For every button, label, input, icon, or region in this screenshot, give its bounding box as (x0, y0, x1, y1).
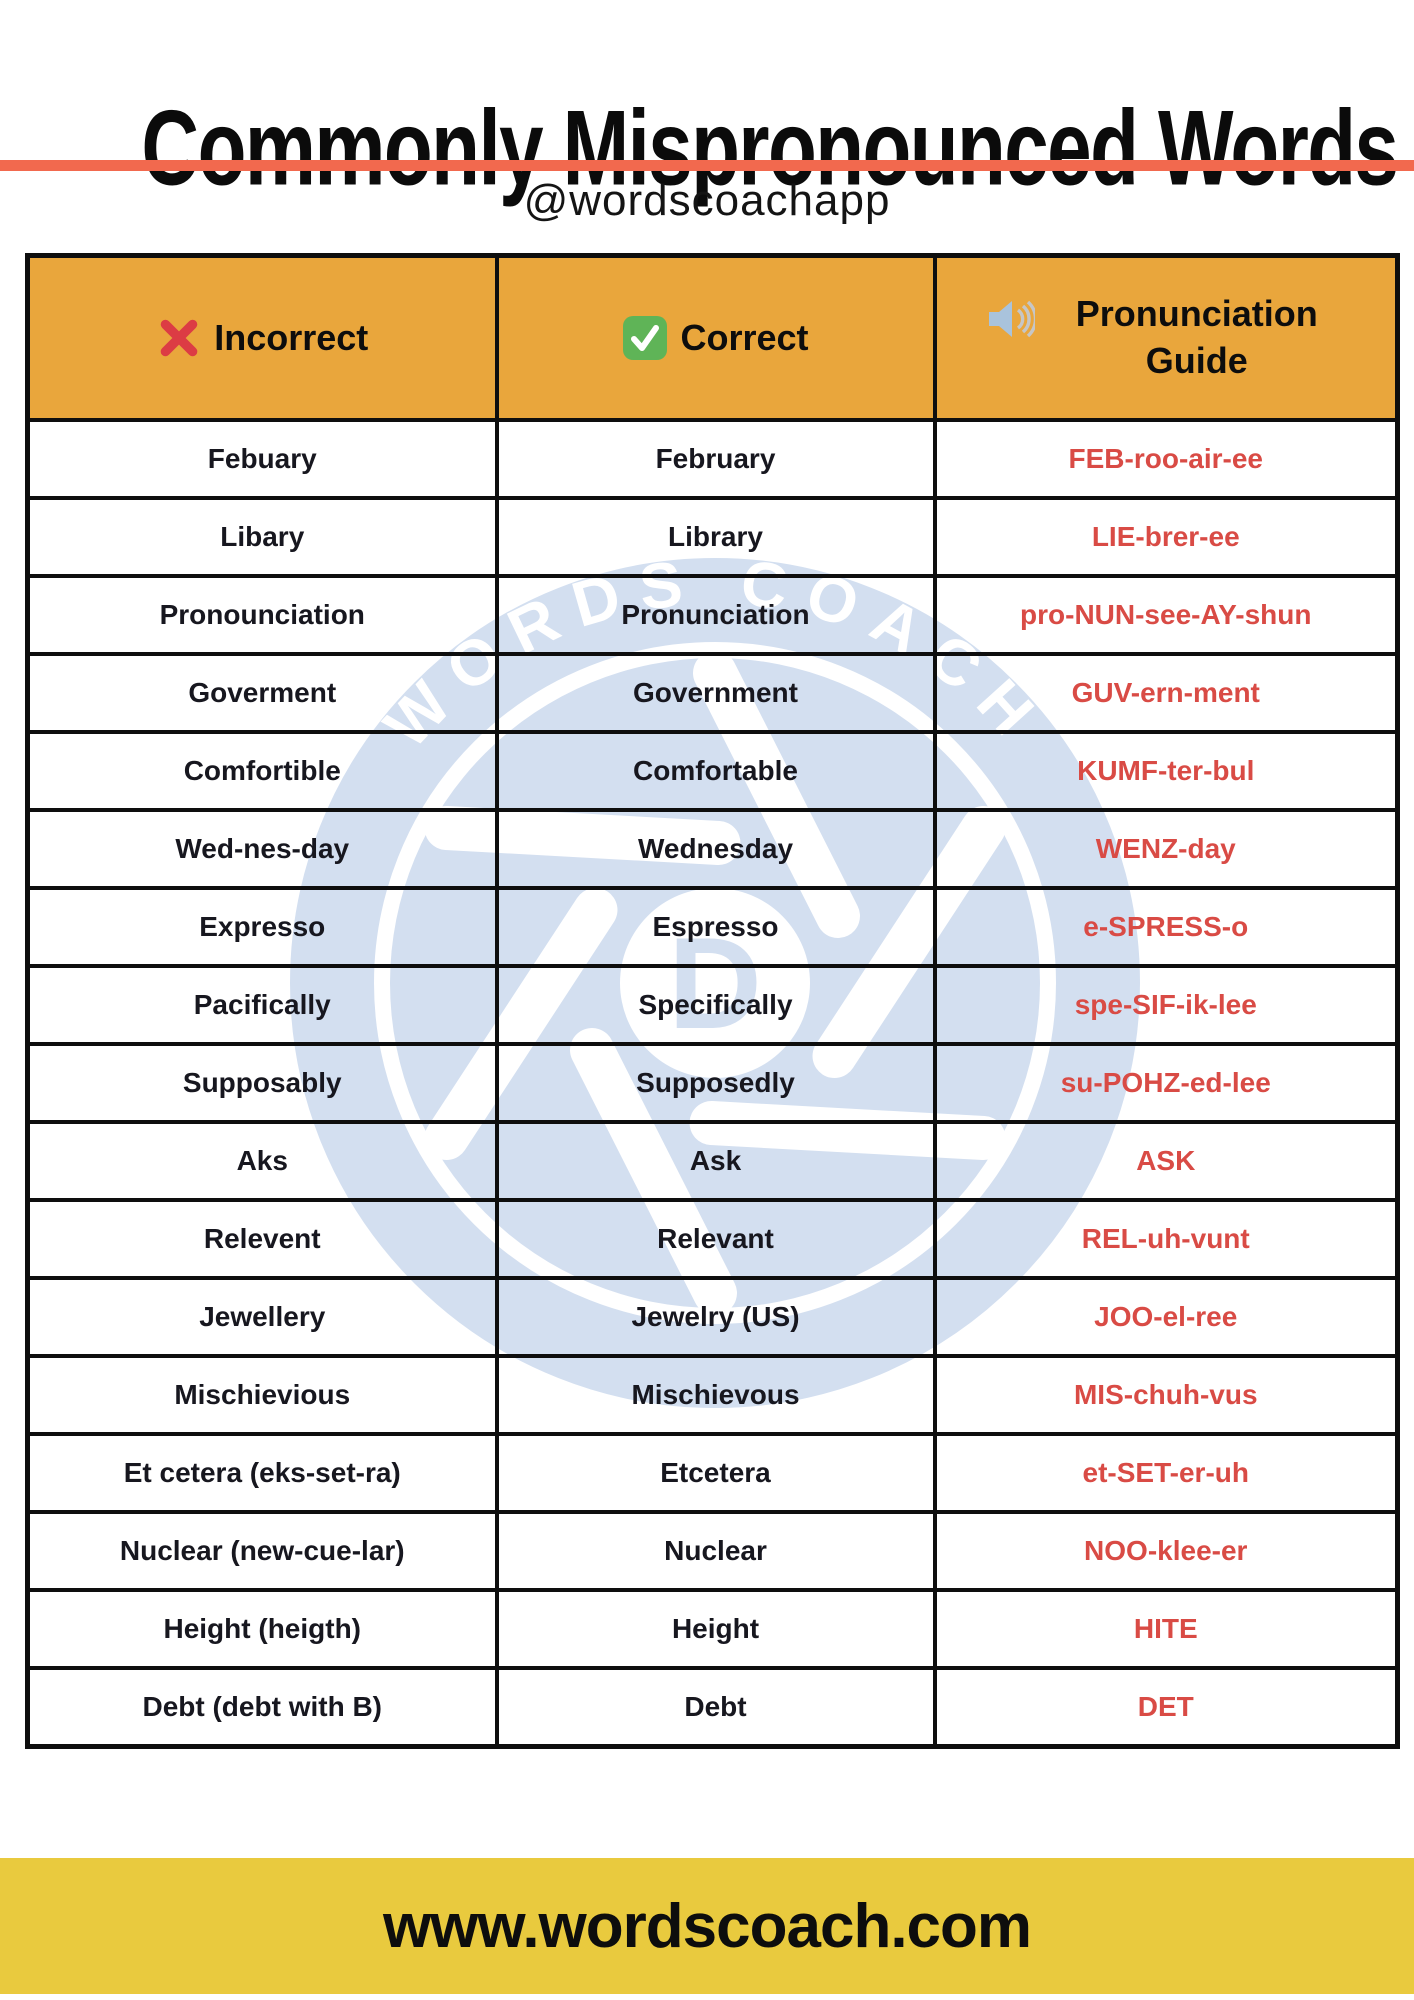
correct-word-cell: Etcetera (494, 1432, 937, 1514)
table-row: Comfortible Comfortable KUMF-ter-bul (25, 730, 1400, 812)
pronunciation-cell: REL-uh-vunt (932, 1198, 1400, 1280)
table-row: Aks Ask ASK (25, 1120, 1400, 1202)
incorrect-word-cell: Supposably (25, 1042, 499, 1124)
correct-word-cell: Specifically (494, 964, 937, 1046)
correct-word-cell: Government (494, 652, 937, 734)
correct-word-cell: Pronunciation (494, 574, 937, 656)
correct-word-cell: Height (494, 1588, 937, 1670)
table-row: Pronounciation Pronunciation pro-NUN-see… (25, 574, 1400, 656)
pronunciation-cell: LIE-brer-ee (932, 496, 1400, 578)
correct-word-cell: Wednesday (494, 808, 937, 890)
correct-word-cell: Relevant (494, 1198, 937, 1280)
table-row: Libary Library LIE-brer-ee (25, 496, 1400, 578)
footer-url: www.wordscoach.com (382, 1891, 1032, 1961)
incorrect-word-cell: Comfortible (25, 730, 499, 812)
page-title: Commonly Mispronounced Words (141, 88, 1399, 208)
table-row: Height (heigth) Height HITE (25, 1588, 1400, 1670)
social-handle: @wordscoachapp (523, 176, 891, 225)
red-cross-icon (156, 315, 202, 361)
footer-banner: www.wordscoach.com (0, 1858, 1414, 1994)
pronunciation-cell: pro-NUN-see-AY-shun (932, 574, 1400, 656)
incorrect-word-cell: Pacifically (25, 964, 499, 1046)
speaker-icon (985, 297, 1035, 341)
table-row: Wed-nes-day Wednesday WENZ-day (25, 808, 1400, 890)
incorrect-word-cell: Relevent (25, 1198, 499, 1280)
header-cell-pronunciation: Pronunciation Guide (932, 253, 1400, 422)
table-row: Pacifically Specifically spe-SIF-ik-lee (25, 964, 1400, 1046)
header-label-incorrect: Incorrect (214, 316, 369, 358)
header-label-correct: Correct (680, 316, 809, 358)
incorrect-word-cell: Debt (debt with B) (25, 1666, 499, 1749)
green-check-icon (622, 315, 668, 361)
pronunciation-cell: DET (932, 1666, 1400, 1749)
table-row: Jewellery Jewelry (US) JOO-el-ree (25, 1276, 1400, 1358)
table-row: Debt (debt with B) Debt DET (25, 1666, 1400, 1749)
incorrect-word-cell: Nuclear (new-cue-lar) (25, 1510, 499, 1592)
table-header-row: Incorrect Correct Pronunciation Guide (25, 253, 1400, 422)
table-row: Relevent Relevant REL-uh-vunt (25, 1198, 1400, 1280)
correct-word-cell: Ask (494, 1120, 937, 1202)
table-row: Expresso Espresso e-SPRESS-o (25, 886, 1400, 968)
pronunciation-cell: NOO-klee-er (932, 1510, 1400, 1592)
correct-word-cell: Library (494, 496, 937, 578)
correct-word-cell: Jewelry (US) (494, 1276, 937, 1358)
pronunciation-cell: ASK (932, 1120, 1400, 1202)
correct-word-cell: Debt (494, 1666, 937, 1749)
incorrect-word-cell: Pronounciation (25, 574, 499, 656)
pronunciation-cell: HITE (932, 1588, 1400, 1670)
pronunciation-cell: FEB-roo-air-ee (932, 418, 1400, 500)
correct-word-cell: Nuclear (494, 1510, 937, 1592)
pronunciation-table: Incorrect Correct Pronunciation Guide (25, 253, 1400, 1749)
table-body: Febuary February FEB-roo-air-ee Libary L… (25, 418, 1400, 1749)
header-cell-correct: Correct (494, 253, 937, 422)
incorrect-word-cell: Mischievious (25, 1354, 499, 1436)
pronunciation-cell: MIS-chuh-vus (932, 1354, 1400, 1436)
correct-word-cell: Espresso (494, 886, 937, 968)
pronunciation-cell: KUMF-ter-bul (932, 730, 1400, 812)
table-row: Mischievious Mischievous MIS-chuh-vus (25, 1354, 1400, 1436)
incorrect-word-cell: Et cetera (eks-set-ra) (25, 1432, 499, 1514)
pronunciation-cell: e-SPRESS-o (932, 886, 1400, 968)
pronunciation-cell: su-POHZ-ed-lee (932, 1042, 1400, 1124)
pronunciation-cell: GUV-ern-ment (932, 652, 1400, 734)
incorrect-word-cell: Expresso (25, 886, 499, 968)
correct-word-cell: Supposedly (494, 1042, 937, 1124)
incorrect-word-cell: Aks (25, 1120, 499, 1202)
incorrect-word-cell: Febuary (25, 418, 499, 500)
correct-word-cell: Mischievous (494, 1354, 937, 1436)
table-row: Goverment Government GUV-ern-ment (25, 652, 1400, 734)
pronunciation-cell: et-SET-er-uh (932, 1432, 1400, 1514)
incorrect-word-cell: Height (heigth) (25, 1588, 499, 1670)
table-row: Febuary February FEB-roo-air-ee (25, 418, 1400, 500)
correct-word-cell: February (494, 418, 937, 500)
header-cell-incorrect: Incorrect (25, 253, 499, 422)
pronunciation-cell: spe-SIF-ik-lee (932, 964, 1400, 1046)
incorrect-word-cell: Wed-nes-day (25, 808, 499, 890)
incorrect-word-cell: Goverment (25, 652, 499, 734)
table-row: Nuclear (new-cue-lar) Nuclear NOO-klee-e… (25, 1510, 1400, 1592)
table-row: Et cetera (eks-set-ra) Etcetera et-SET-e… (25, 1432, 1400, 1514)
incorrect-word-cell: Libary (25, 496, 499, 578)
table-row: Supposably Supposedly su-POHZ-ed-lee (25, 1042, 1400, 1124)
pronunciation-cell: JOO-el-ree (932, 1276, 1400, 1358)
correct-word-cell: Comfortable (494, 730, 937, 812)
header-label-pronunciation: Pronunciation Guide (1075, 293, 1318, 381)
accent-divider (0, 160, 1414, 171)
pronunciation-cell: WENZ-day (932, 808, 1400, 890)
incorrect-word-cell: Jewellery (25, 1276, 499, 1358)
